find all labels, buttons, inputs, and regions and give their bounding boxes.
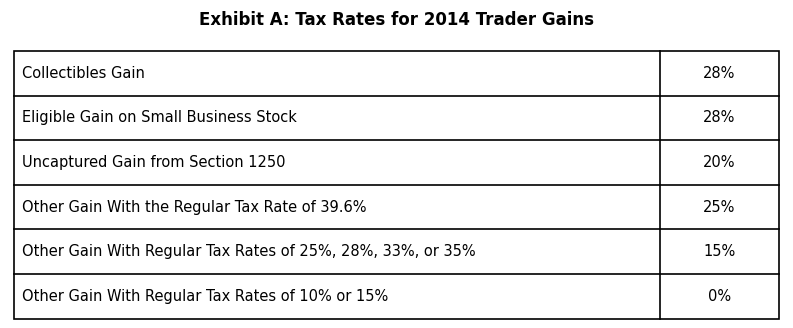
Text: Other Gain With the Regular Tax Rate of 39.6%: Other Gain With the Regular Tax Rate of … xyxy=(22,200,366,215)
Text: Collectibles Gain: Collectibles Gain xyxy=(22,66,145,81)
Text: 25%: 25% xyxy=(703,200,736,215)
Text: Exhibit A: Tax Rates for 2014 Trader Gains: Exhibit A: Tax Rates for 2014 Trader Gai… xyxy=(199,11,594,30)
Text: Uncaptured Gain from Section 1250: Uncaptured Gain from Section 1250 xyxy=(22,155,285,170)
Text: Other Gain With Regular Tax Rates of 10% or 15%: Other Gain With Regular Tax Rates of 10%… xyxy=(22,289,389,304)
Text: 28%: 28% xyxy=(703,110,736,125)
Text: 15%: 15% xyxy=(703,244,736,259)
Text: 20%: 20% xyxy=(703,155,736,170)
Text: 0%: 0% xyxy=(708,289,731,304)
Text: 28%: 28% xyxy=(703,66,736,81)
Text: Eligible Gain on Small Business Stock: Eligible Gain on Small Business Stock xyxy=(22,110,297,125)
Text: Other Gain With Regular Tax Rates of 25%, 28%, 33%, or 35%: Other Gain With Regular Tax Rates of 25%… xyxy=(22,244,476,259)
Bar xyxy=(14,51,779,319)
